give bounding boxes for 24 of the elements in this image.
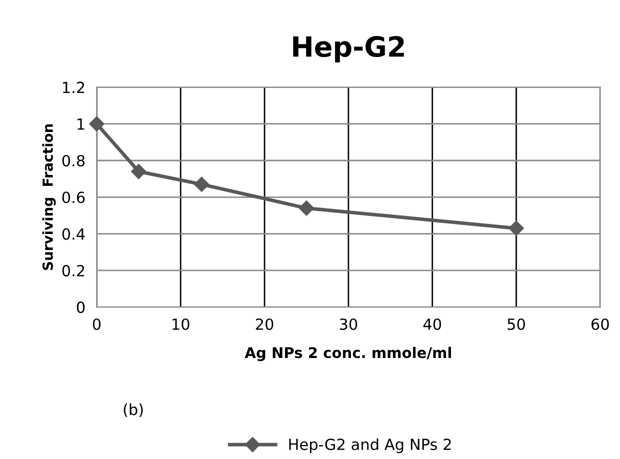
y-tick-label: 1.2 (62, 82, 84, 94)
legend-label: Hep-G2 and Ag NPs 2 (289, 438, 451, 454)
y-axis-title: Surviving Fraction (42, 124, 56, 270)
y-tick-label: 0 (76, 302, 85, 314)
x-tick-label: 40 (423, 318, 442, 330)
point (194, 176, 210, 192)
y-tick-label: 0.8 (62, 154, 85, 167)
y-tick-label: 0.4 (62, 228, 85, 240)
x-tick-label: 60 (592, 318, 609, 330)
y-tick-label: 1 (78, 118, 84, 130)
x-tick-label: 10 (172, 318, 190, 330)
y-tick-label: 0.6 (62, 192, 85, 204)
chart-title: Hep-G2 (293, 36, 404, 62)
x-axis-title: Ag NPs 2 conc. mmole/ml (244, 346, 451, 362)
x-tick-label: 50 (508, 318, 525, 330)
point (508, 220, 524, 236)
x-tick-label: 30 (340, 318, 358, 330)
point (298, 200, 314, 216)
x-tick-label: 0 (92, 318, 101, 330)
point (89, 116, 104, 132)
y-tick-label: 0.2 (62, 264, 84, 276)
x-tick-label: 20 (256, 318, 274, 330)
text: (b) (124, 403, 143, 418)
point (131, 164, 146, 180)
